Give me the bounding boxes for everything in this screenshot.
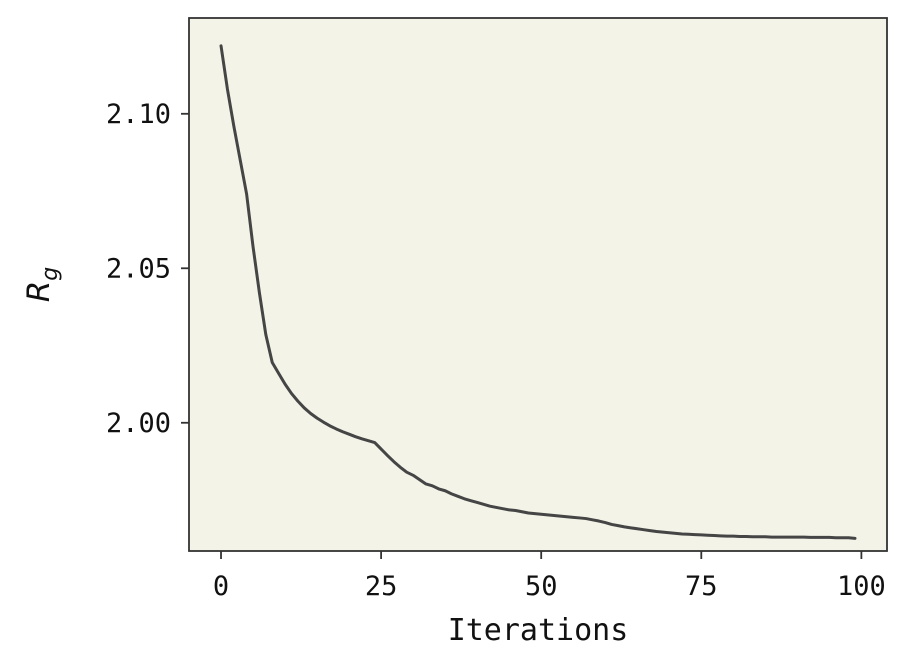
y-axis-label-main: R xyxy=(21,281,57,303)
series-line-1 xyxy=(219,44,857,540)
x-tick-label: 25 xyxy=(365,571,398,602)
y-axis: 2.00 2.05 2.10 xyxy=(106,99,189,439)
x-axis: 0 25 50 75 100 xyxy=(213,551,886,602)
x-tick-label: 75 xyxy=(685,571,718,602)
chart-marks xyxy=(219,44,857,540)
x-tick-label: 100 xyxy=(837,571,886,602)
y-axis-label-subscript: g xyxy=(38,267,63,281)
axes-frame xyxy=(188,17,888,552)
x-tick-label: 0 xyxy=(213,571,229,602)
y-tick-label: 2.05 xyxy=(106,253,171,284)
x-tick-label: 50 xyxy=(525,571,558,602)
y-tick-label: 2.10 xyxy=(106,99,171,130)
y-axis-label: Rg xyxy=(21,267,63,303)
x-axis-label: Iterations xyxy=(448,613,629,648)
y-tick-label: 2.00 xyxy=(106,408,171,439)
plot-area xyxy=(189,18,887,551)
